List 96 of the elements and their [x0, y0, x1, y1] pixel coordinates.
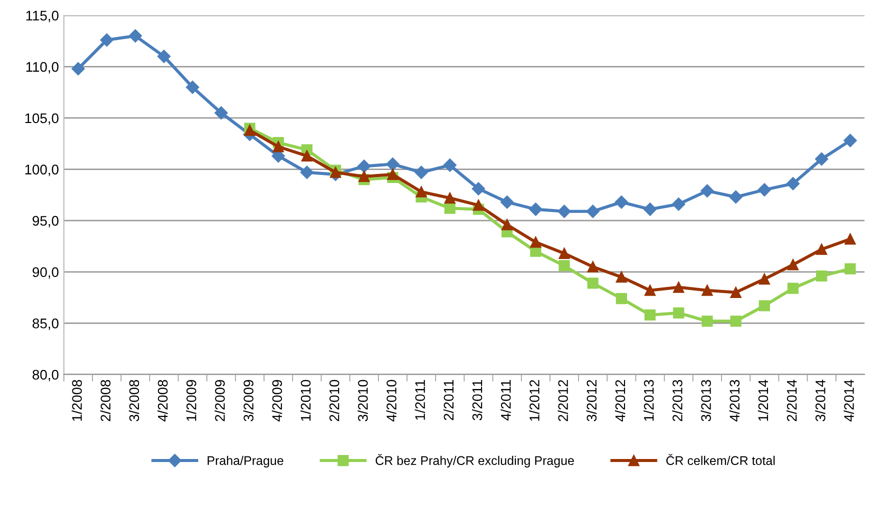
point — [558, 260, 570, 272]
point — [816, 244, 828, 255]
point — [529, 202, 542, 216]
point — [443, 158, 456, 172]
point — [272, 141, 284, 152]
point — [586, 204, 600, 218]
y-tick-label: 90,0 — [32, 267, 58, 279]
x-tick-label: 4/2012 — [614, 380, 626, 422]
point — [444, 202, 456, 214]
x-tick-label: 2/2009 — [214, 380, 225, 422]
x-tick-label: 4/2011 — [500, 380, 511, 420]
point — [844, 134, 857, 148]
point — [758, 300, 770, 312]
point — [386, 158, 400, 171]
point — [702, 316, 713, 327]
point — [816, 270, 828, 282]
point — [643, 202, 657, 216]
x-tick-label: 3/2011 — [472, 380, 482, 420]
point — [301, 150, 312, 162]
point — [558, 204, 571, 218]
x-tick-label: 3/2013 — [700, 380, 711, 422]
x-tick-label: 1/2011 — [414, 380, 426, 420]
x-tick-label: 3/2009 — [243, 380, 254, 422]
x-tick-label: 1/2010 — [300, 380, 311, 421]
x-tick-label: 2/2008 — [100, 380, 110, 422]
point — [644, 284, 656, 296]
point — [614, 196, 628, 209]
point — [815, 152, 828, 166]
point — [644, 309, 656, 321]
point — [616, 293, 628, 304]
y-tick-label: 85,0 — [32, 318, 58, 330]
point — [844, 263, 856, 274]
x-tick-label: 3/2010 — [358, 380, 368, 422]
x-tick-label: 3/2014 — [815, 380, 826, 422]
point — [673, 307, 684, 318]
x-tick-label: 1/2008 — [72, 380, 82, 421]
point — [472, 182, 486, 196]
x-tick-label: 2/2012 — [558, 380, 568, 422]
point — [530, 236, 542, 248]
x-tick-label: 4/2010 — [386, 380, 396, 422]
y-tick-label: 115,0 — [26, 10, 58, 22]
legend-label: ČR celkem/CR total — [666, 454, 775, 466]
point — [502, 219, 513, 230]
x-tick-label: 2/2013 — [672, 380, 682, 422]
point — [72, 62, 85, 76]
point — [758, 183, 772, 196]
point — [500, 196, 514, 209]
x-tick-label: 2/2014 — [786, 380, 797, 422]
point — [387, 168, 398, 180]
x-tick-label: 1/2014 — [758, 380, 768, 421]
point — [730, 316, 742, 327]
point — [702, 284, 713, 296]
point — [758, 274, 770, 285]
point — [672, 198, 686, 211]
point — [472, 200, 484, 211]
point — [587, 278, 598, 289]
x-tick-label: 1/2013 — [644, 380, 654, 421]
legend-label: ČR bez Prahy/CR excluding Prague — [376, 454, 574, 468]
x-tick-label: 2/2010 — [329, 380, 340, 422]
point — [787, 282, 799, 294]
point — [700, 184, 714, 198]
point — [416, 186, 427, 198]
point — [100, 33, 114, 47]
point — [414, 166, 428, 179]
x-tick-label: 4/2014 — [844, 380, 854, 422]
y-tick-label: 100,0 — [25, 164, 58, 176]
point — [157, 50, 171, 64]
point — [558, 248, 570, 259]
point — [616, 271, 628, 283]
x-tick-label: 4/2009 — [272, 380, 282, 422]
y-tick-label: 95,0 — [32, 216, 58, 228]
point — [444, 192, 456, 204]
y-tick-label: 110,0 — [26, 62, 58, 74]
point — [128, 29, 142, 42]
point — [214, 106, 228, 120]
x-tick-label: 2/2011 — [443, 380, 454, 420]
legend-label: Praha/Prague — [208, 456, 284, 468]
y-tick-label: 105,0 — [25, 113, 58, 125]
x-tick-label: 1/2009 — [186, 380, 196, 421]
point — [300, 166, 314, 179]
x-tick-label: 1/2012 — [529, 380, 540, 421]
point — [844, 234, 856, 245]
point — [787, 259, 799, 270]
point — [730, 286, 742, 298]
point — [358, 170, 370, 182]
y-tick-label: 80,0 — [32, 370, 58, 382]
point — [587, 261, 598, 272]
x-tick-label: 3/2012 — [586, 380, 597, 422]
x-tick-label: 3/2008 — [128, 380, 140, 422]
point — [358, 160, 371, 173]
point — [186, 80, 200, 94]
x-tick-label: 4/2008 — [157, 380, 168, 422]
x-tick-label: 4/2013 — [729, 380, 740, 422]
point — [786, 177, 800, 190]
point — [729, 190, 742, 204]
point — [673, 282, 684, 293]
